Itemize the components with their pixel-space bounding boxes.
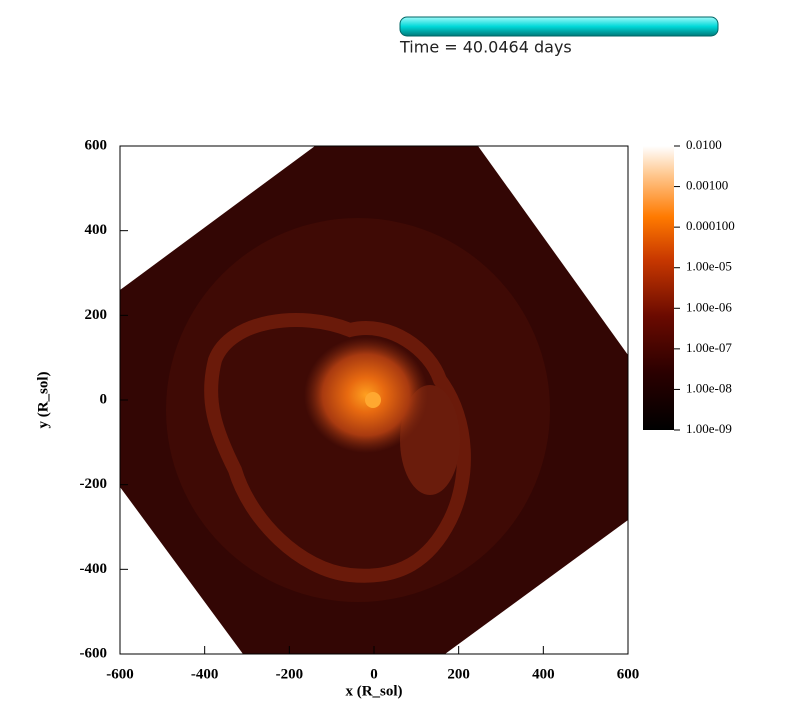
y-tick-label: 400 [85,222,108,238]
colorbar-tick-label: 1.00e-07 [686,340,732,355]
y-tick-label: 600 [85,137,108,153]
colorbar-tick-label: 0.00100 [686,178,728,193]
x-tick-label: 200 [447,666,470,682]
colorbar-tick-label: 1.00e-08 [686,380,732,395]
colorbar-tick-label: 1.00e-09 [686,421,732,436]
y-tick-label: -600 [80,645,108,661]
time-label: Time = 40.0464 days [399,38,572,57]
x-tick-label: 600 [617,666,640,682]
y-axis-label: y (R_sol) [35,371,51,428]
colorbar [643,146,674,430]
y-tick-label: -400 [80,561,108,577]
colorbar-tick-label: 0.0100 [686,137,722,152]
x-tick-label: 400 [532,666,555,682]
x-tick-label: 0 [370,666,378,682]
x-tick-label: -200 [276,666,304,682]
colorbar-tick-label: 1.00e-06 [686,299,732,314]
y-tick-label: 0 [100,391,108,407]
x-axis-label: x (R_sol) [345,683,402,699]
colorbar-tick-label: 0.000100 [686,218,735,233]
field-image [120,146,628,654]
y-tick-label: 200 [85,307,108,323]
y-tick-label: -200 [80,476,108,492]
colorbar-tick-label: 1.00e-05 [686,259,732,274]
progress-bar [399,16,719,37]
x-tick-label: -400 [191,666,219,682]
x-tick-label: -600 [106,666,134,682]
